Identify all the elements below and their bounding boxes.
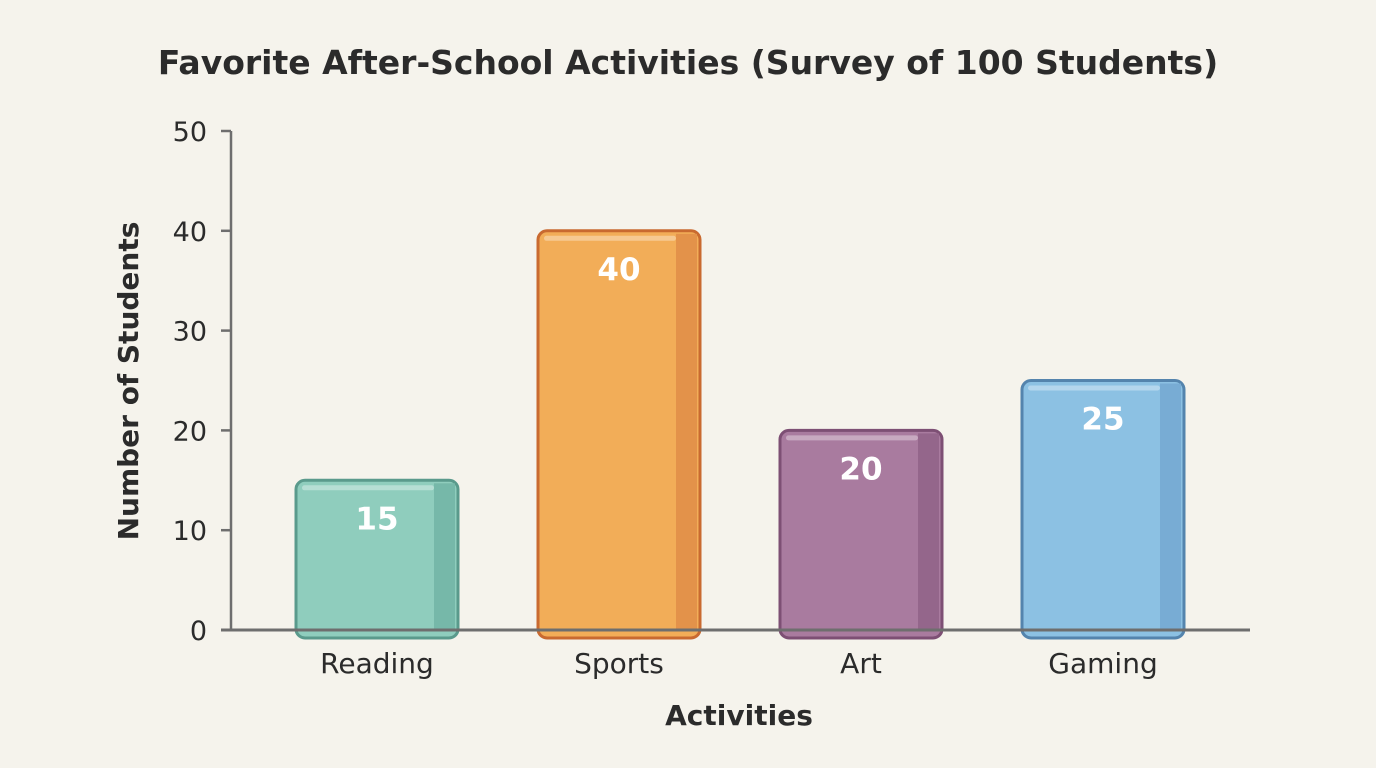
- bar-art: 20: [778, 428, 944, 640]
- bar-highlight: [302, 485, 434, 491]
- y-tick-label: 50: [173, 117, 207, 148]
- bar-highlight: [544, 235, 676, 241]
- bar-reading: 15: [294, 478, 460, 640]
- x-axis-label: Activities: [665, 699, 813, 732]
- data-label: 25: [1081, 402, 1124, 438]
- bar-shade: [1160, 383, 1181, 630]
- y-tick-label: 20: [173, 416, 207, 447]
- x-tick-label: Gaming: [1048, 647, 1157, 680]
- y-tick-label: 30: [173, 317, 207, 348]
- x-tick-label: Art: [840, 647, 882, 680]
- bar: [294, 478, 460, 640]
- bar: [536, 229, 702, 640]
- bar-highlight: [786, 435, 918, 441]
- data-label: 20: [839, 451, 882, 487]
- data-label: 40: [597, 252, 640, 288]
- bar-shade: [434, 483, 455, 630]
- y-tick-label: 40: [173, 217, 207, 248]
- y-tick-label: 0: [190, 616, 207, 647]
- data-label: 15: [355, 501, 398, 537]
- bar: [1020, 379, 1186, 640]
- y-tick-label: 10: [173, 516, 207, 547]
- bar-sports: 40: [536, 229, 702, 640]
- bar-gaming: 25: [1020, 379, 1186, 640]
- x-tick-label: Reading: [320, 647, 434, 680]
- chart-title: Favorite After-School Activities (Survey…: [158, 43, 1218, 82]
- bar-shade: [918, 433, 939, 630]
- y-axis-label: Number of Students: [112, 222, 145, 541]
- bar-highlight: [1028, 385, 1160, 391]
- bar-shade: [676, 233, 697, 631]
- bar: [778, 428, 944, 640]
- x-tick-label: Sports: [574, 647, 664, 680]
